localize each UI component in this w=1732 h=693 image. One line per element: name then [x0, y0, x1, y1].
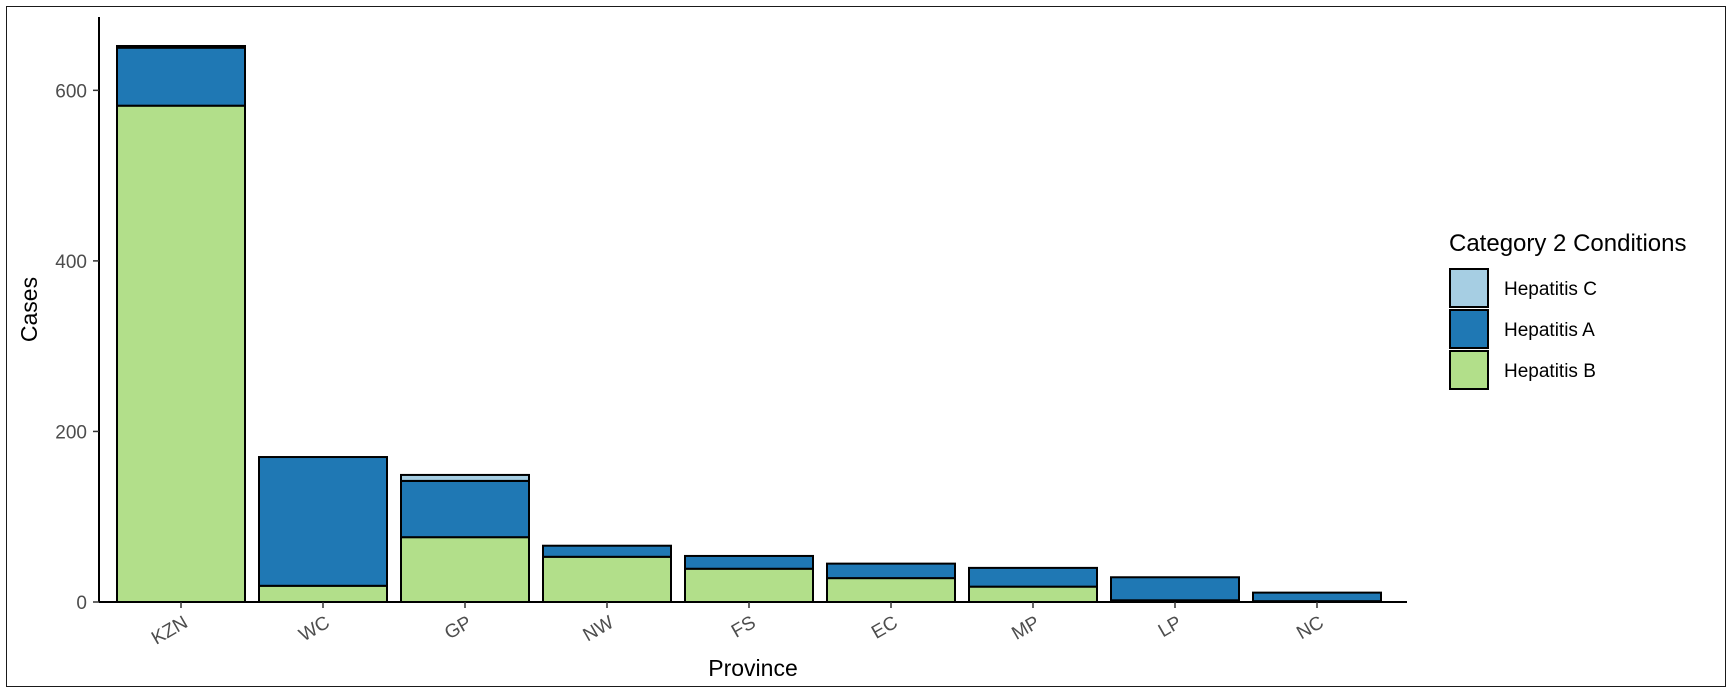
legend-label-hepatitis-a: Hepatitis A [1504, 320, 1595, 341]
y-axis-title: Cases [16, 277, 42, 342]
chart-frame: 0 200 400 600 KZN WC GP NW FS EC MP LP NC Cases Prov… [6, 6, 1726, 687]
legend-label-hepatitis-c: Hepatitis C [1504, 279, 1597, 300]
bar-lp-hepatitis-a [1110, 576, 1240, 602]
x-tick-label-nw: NW [580, 612, 618, 646]
x-tick-label-wc: WC [296, 612, 334, 646]
bar-wc-hepatitis-a [258, 456, 388, 587]
x-tick-label-nc: NC [1293, 612, 1327, 644]
bar-mp-hepatitis-a [968, 566, 1098, 588]
x-tick-label-mp: MP [1008, 612, 1043, 644]
bar-nw-hepatitis-b [542, 555, 672, 604]
legend-key-hepatitis-a [1449, 309, 1489, 349]
bar-gp-hepatitis-a [400, 479, 530, 539]
bar-kzn-hepatitis-c [116, 44, 246, 49]
bar-fs-hepatitis-a [684, 554, 814, 570]
bar-nw-hepatitis-a [542, 544, 672, 558]
legend-key-hepatitis-b [1449, 350, 1489, 390]
y-tick-label-600: 600 [55, 81, 87, 102]
x-tick-label-gp: GP [441, 612, 475, 644]
y-tick-label-200: 200 [55, 422, 87, 443]
legend: Category 2 Conditions Hepatitis C Hepatit… [1449, 230, 1686, 390]
x-tick-label-fs: FS [728, 612, 760, 642]
bar-gp-hepatitis-b [400, 536, 530, 604]
legend-label-hepatitis-b: Hepatitis B [1504, 361, 1596, 382]
bar-kzn-hepatitis-b [116, 104, 246, 603]
x-axis-title: Province [708, 655, 797, 681]
bars-layer [116, 44, 1382, 604]
bar-nc-hepatitis-a [1252, 591, 1382, 603]
stacked-bar-chart: 0 200 400 600 KZN WC GP NW FS EC MP LP NC Cases Prov… [16, 17, 1686, 681]
y-tick-label-0: 0 [76, 593, 87, 614]
bar-ec-hepatitis-b [826, 577, 956, 603]
y-tick-label-400: 400 [55, 252, 87, 273]
x-tick-label-kzn: KZN [148, 612, 191, 649]
x-tick-label-ec: EC [868, 612, 901, 643]
bar-kzn-hepatitis-a [116, 46, 246, 107]
legend-title: Category 2 Conditions [1449, 230, 1686, 257]
x-tick-label-lp: LP [1155, 612, 1186, 642]
legend-key-hepatitis-c [1449, 268, 1489, 308]
bar-gp-hepatitis-c [400, 473, 530, 482]
bar-mp-hepatitis-b [968, 585, 1098, 604]
bar-ec-hepatitis-a [826, 562, 956, 580]
bar-fs-hepatitis-b [684, 567, 814, 604]
bar-wc-hepatitis-b [258, 584, 388, 603]
